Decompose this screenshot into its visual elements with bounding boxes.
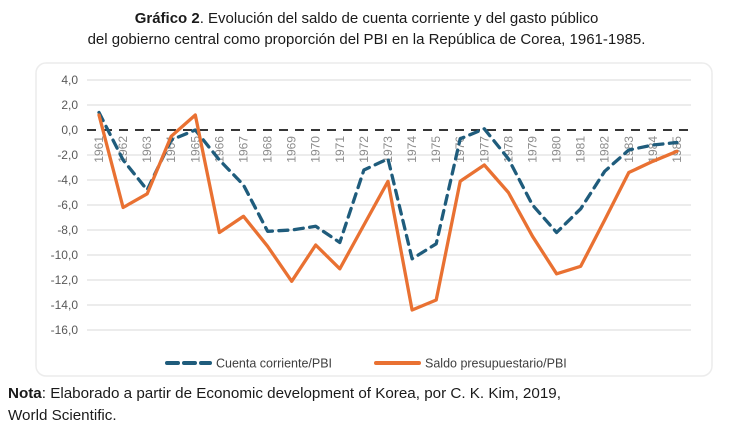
y-axis-tick-label: -2,0 xyxy=(57,148,78,162)
note-line1: Nota: Elaborado a partir de Economic dev… xyxy=(8,385,561,402)
y-axis-tick-label: -8,0 xyxy=(57,223,78,237)
note-label: Nota xyxy=(8,385,42,402)
x-axis-year-label: 1967 xyxy=(236,136,250,163)
note-text: : Elaborado a partir de Economic develop… xyxy=(41,385,561,402)
x-axis-year-label: 1965 xyxy=(188,136,202,163)
x-axis-year-label: 1972 xyxy=(357,136,371,163)
x-axis-year-label: 1980 xyxy=(550,136,564,163)
note-line2: World Scientific. xyxy=(8,406,117,424)
y-axis-tick-label: -16,0 xyxy=(51,323,79,337)
series-line-saldo-presupuestario xyxy=(97,113,679,312)
x-axis-year-label: 1971 xyxy=(333,136,347,163)
x-axis-year-label: 1985 xyxy=(670,136,684,163)
source-note: Nota: Elaborado a partir de Economic dev… xyxy=(8,383,725,426)
y-axis-tick-label: -4,0 xyxy=(57,173,78,187)
chart-title-text: . Evolución del saldo de cuenta corrient… xyxy=(199,10,599,27)
x-axis-year-label: 1963 xyxy=(140,136,154,163)
x-axis-year-label: 1969 xyxy=(285,136,299,163)
chart-title-line2: del gobierno central como proporción del… xyxy=(87,31,646,48)
y-axis-tick-label: 0,0 xyxy=(61,123,78,137)
x-axis-year-label: 1979 xyxy=(525,136,539,163)
x-axis-year-label: 1981 xyxy=(574,136,588,163)
legend-label: Cuenta corriente/PBI xyxy=(216,357,332,371)
x-axis-year-label: 1968 xyxy=(261,136,275,163)
chart-frame xyxy=(35,62,713,377)
x-axis-year-label: 1977 xyxy=(477,136,491,163)
y-axis-tick-label: -14,0 xyxy=(51,298,79,312)
y-axis-tick-label: -6,0 xyxy=(57,198,78,212)
x-axis-year-label: 1973 xyxy=(381,136,395,163)
chart-title-line1: Gráfico 2. Evolución del saldo de cuenta… xyxy=(0,8,733,29)
y-axis-tick-label: 4,0 xyxy=(61,73,78,87)
chart-title-label: Gráfico 2 xyxy=(134,10,200,27)
x-axis-year-label: 1975 xyxy=(429,136,443,163)
x-axis-year-label: 1970 xyxy=(309,136,323,163)
y-axis-tick-label: -10,0 xyxy=(51,248,79,262)
y-axis-tick-label: -12,0 xyxy=(51,273,79,287)
chart-title: Gráfico 2. Evolución del saldo de cuenta… xyxy=(0,8,733,50)
x-axis-year-label: 1961 xyxy=(92,136,106,163)
y-axis-tick-label: 2,0 xyxy=(61,98,78,112)
x-axis-year-label: 1984 xyxy=(646,136,660,163)
x-axis-year-label: 1974 xyxy=(405,136,419,163)
series-line-cuenta-corriente xyxy=(97,110,679,261)
x-axis-year-label: 1982 xyxy=(598,136,612,163)
legend-label: Saldo presupuestario/PBI xyxy=(425,357,567,371)
